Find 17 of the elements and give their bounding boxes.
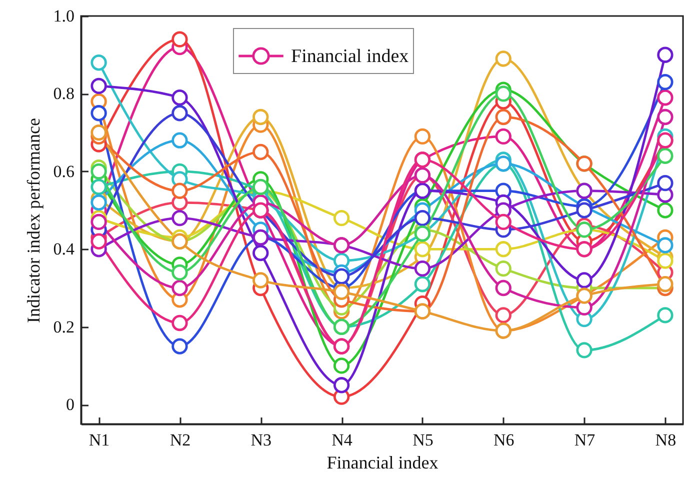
x-tick-label: N8: [655, 430, 676, 450]
x-axis-title: Financial index: [326, 452, 438, 472]
x-tick-label: N6: [493, 430, 514, 450]
y-tick-label: 0.2: [53, 317, 74, 336]
x-tick-label: N5: [412, 430, 434, 450]
y-axis-title: Indicator index performance: [23, 118, 44, 323]
x-tick-label: N4: [332, 430, 353, 450]
y-tick-label: 0: [66, 395, 74, 414]
x-tick-label: N2: [170, 430, 191, 450]
x-tick-label: N3: [250, 430, 272, 450]
legend-label: Financial index: [291, 46, 410, 67]
x-tick-label: N1: [88, 430, 110, 450]
x-tick-label: N7: [574, 430, 596, 450]
y-tick-label: 1.0: [53, 6, 74, 26]
y-tick-label: 0.4: [53, 240, 75, 259]
y-tick-label: 0.6: [53, 162, 74, 181]
y-tick-label: 0.8: [53, 84, 74, 104]
